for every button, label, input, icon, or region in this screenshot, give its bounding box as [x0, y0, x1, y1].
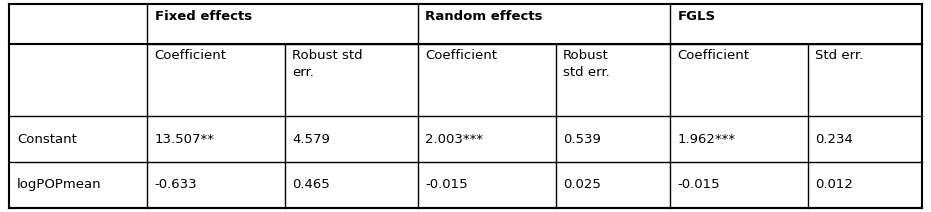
Text: 0.012: 0.012 [815, 178, 853, 191]
Text: Constant: Constant [17, 132, 76, 146]
Text: Std err.: Std err. [815, 49, 863, 62]
Text: -0.633: -0.633 [155, 178, 197, 191]
Text: 0.025: 0.025 [563, 178, 601, 191]
Text: 13.507**: 13.507** [155, 132, 214, 146]
Text: Random effects: Random effects [425, 10, 543, 22]
Text: Coefficient: Coefficient [677, 49, 749, 62]
Text: 0.234: 0.234 [815, 132, 853, 146]
Text: logPOPmean: logPOPmean [17, 178, 101, 191]
Text: Robust std
err.: Robust std err. [292, 49, 363, 79]
Text: 0.539: 0.539 [563, 132, 601, 146]
Text: Fixed effects: Fixed effects [155, 10, 251, 22]
Text: 1.962***: 1.962*** [677, 132, 735, 146]
Text: -0.015: -0.015 [425, 178, 468, 191]
Text: -0.015: -0.015 [677, 178, 720, 191]
Text: 0.465: 0.465 [292, 178, 331, 191]
Text: 4.579: 4.579 [292, 132, 331, 146]
Text: Coefficient: Coefficient [155, 49, 226, 62]
Text: 2.003***: 2.003*** [425, 132, 483, 146]
Text: Coefficient: Coefficient [425, 49, 497, 62]
Text: Robust
std err.: Robust std err. [563, 49, 610, 79]
Text: FGLS: FGLS [677, 10, 715, 22]
